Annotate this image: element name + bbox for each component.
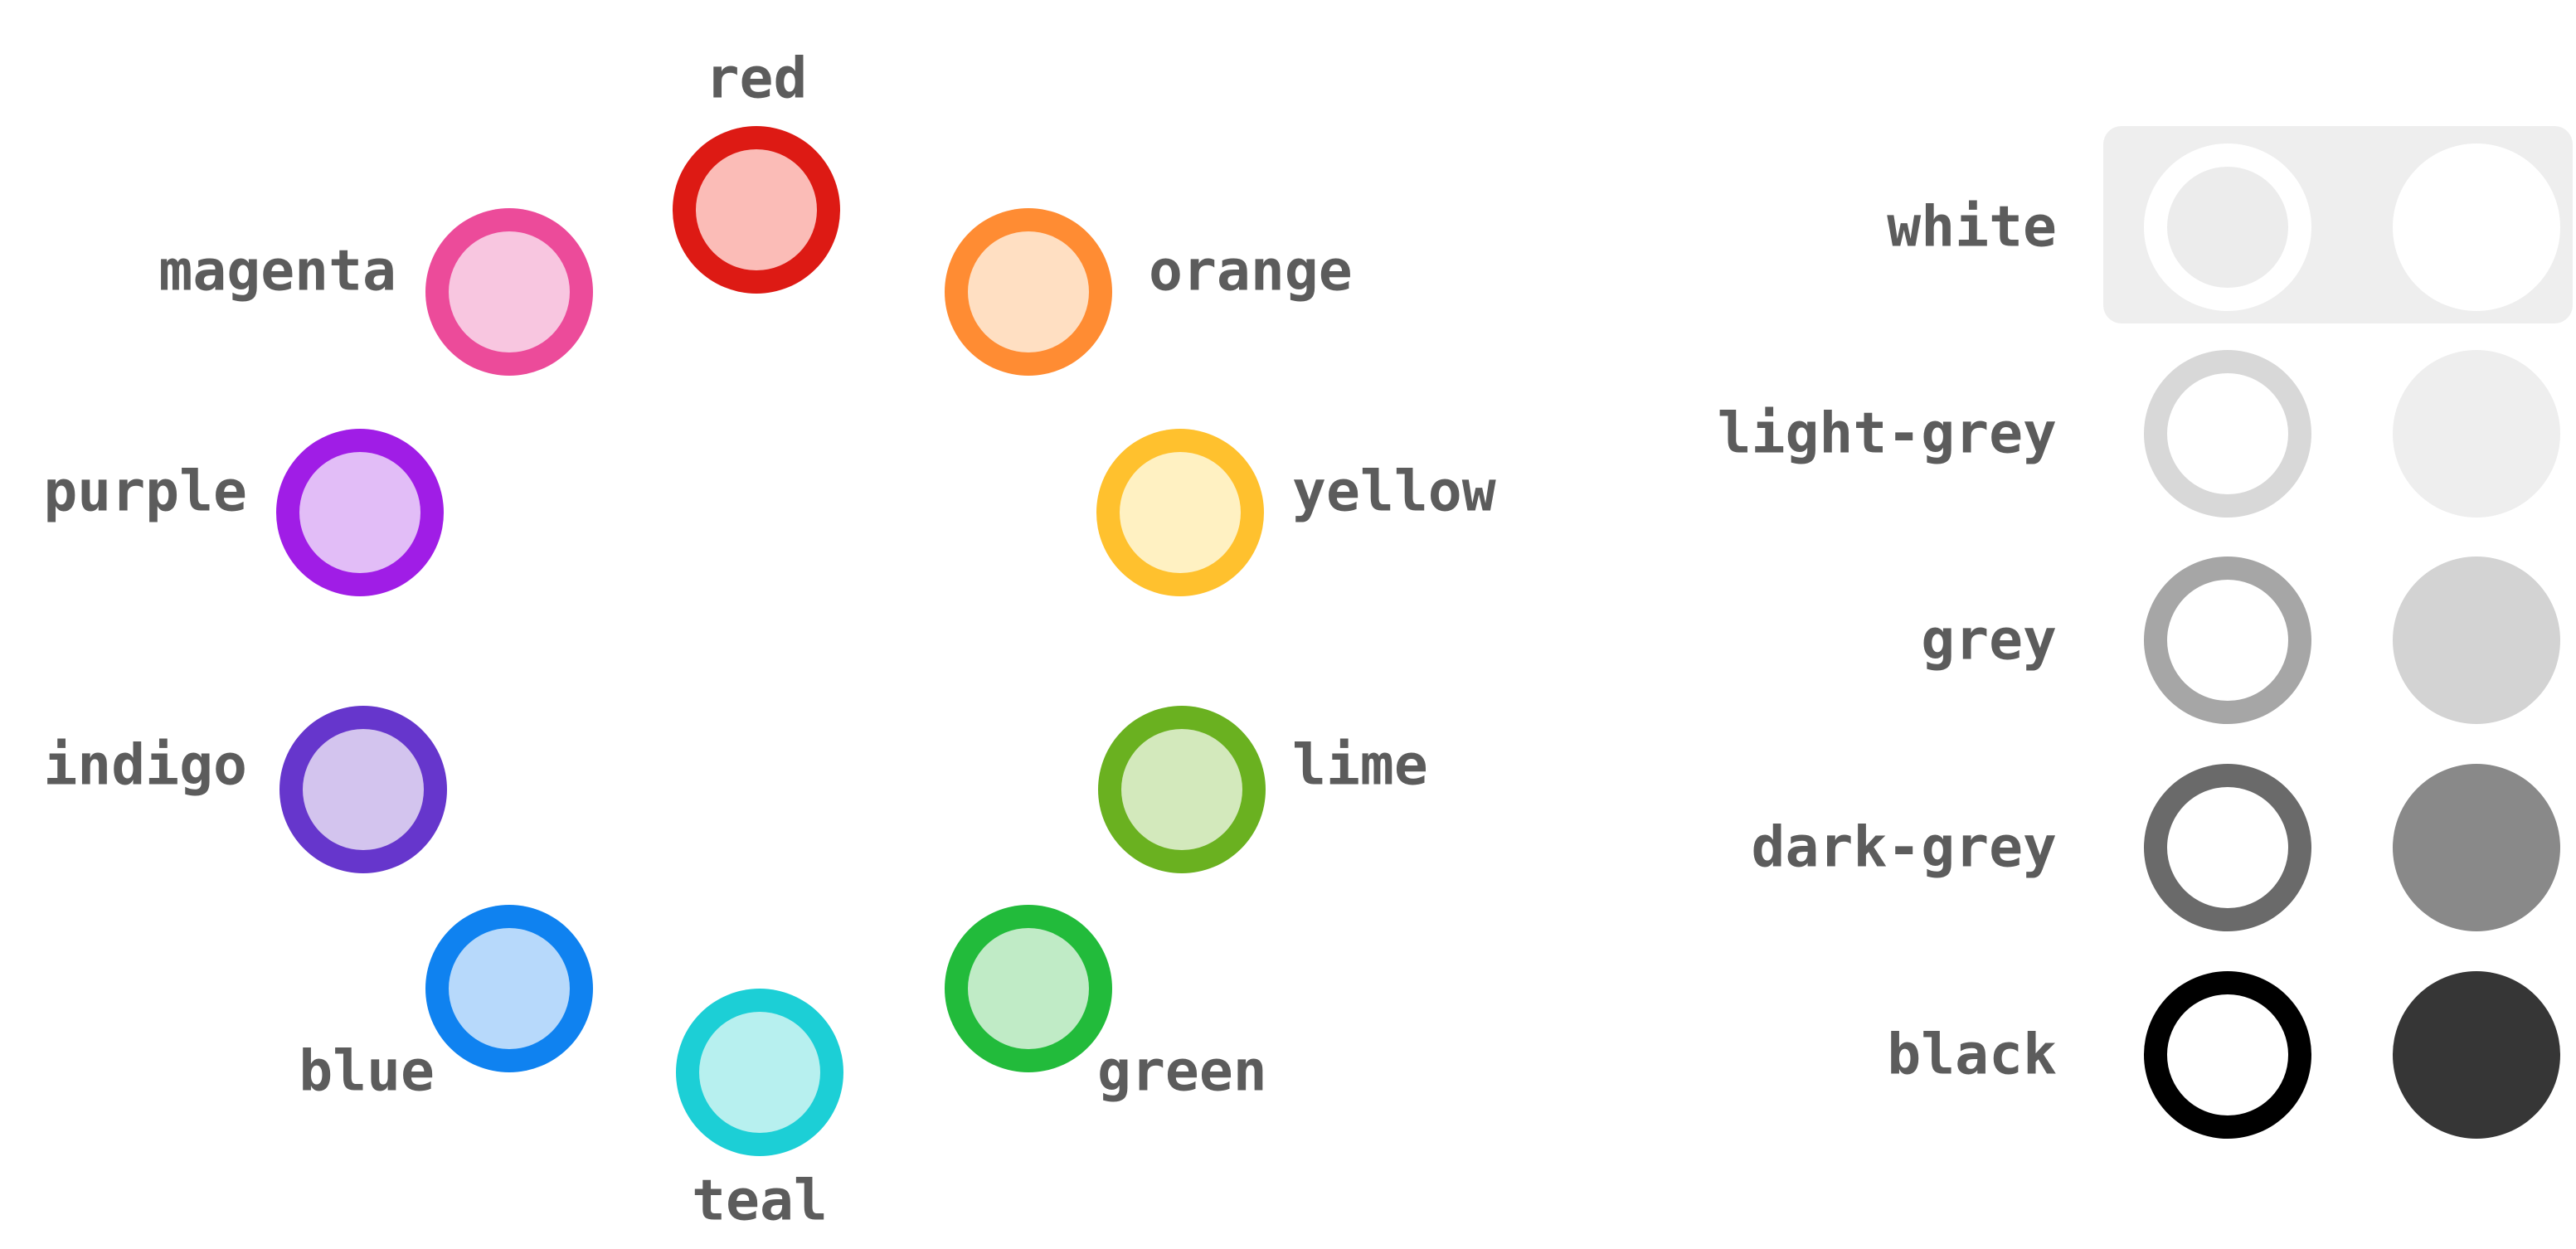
swatch-orange: orange bbox=[945, 208, 1353, 376]
light-grey-solid-swatch bbox=[2393, 350, 2560, 518]
orange-fill-circle bbox=[968, 231, 1089, 352]
black-label: black bbox=[1887, 1023, 2057, 1088]
black-solid-swatch bbox=[2393, 971, 2560, 1139]
dark-grey-solid-swatch bbox=[2393, 764, 2560, 931]
dark-grey-outline-inner bbox=[2167, 787, 2288, 908]
swatch-purple: purple bbox=[43, 429, 444, 596]
magenta-fill-circle bbox=[449, 231, 570, 352]
swatch-green: green bbox=[945, 905, 1267, 1105]
lime-label: lime bbox=[1292, 733, 1428, 799]
grey-label: grey bbox=[1921, 608, 2057, 673]
swatch-red: red bbox=[673, 46, 840, 294]
blue-label: blue bbox=[299, 1039, 435, 1105]
yellow-label: yellow bbox=[1292, 459, 1496, 525]
swatch-blue: blue bbox=[299, 905, 593, 1105]
swatch-magenta: magenta bbox=[158, 208, 593, 376]
color-wheel: red orange yellow lime green teal blue indigo pu… bbox=[43, 46, 1495, 1234]
green-fill-circle bbox=[968, 928, 1089, 1049]
light-grey-outline-inner bbox=[2167, 373, 2288, 494]
teal-fill-circle bbox=[699, 1012, 820, 1133]
red-label: red bbox=[706, 46, 808, 112]
grey-scale-swatches: white light-grey grey dark-grey black bbox=[1718, 126, 2573, 1139]
light-grey-label: light-grey bbox=[1718, 401, 2057, 467]
grey-row-light-grey: light-grey bbox=[1718, 350, 2560, 518]
grey-solid-swatch bbox=[2393, 556, 2560, 724]
grey-row-dark-grey: dark-grey bbox=[1752, 764, 2560, 931]
grey-row-black: black bbox=[1887, 971, 2560, 1139]
orange-label: orange bbox=[1149, 239, 1353, 304]
swatch-teal: teal bbox=[676, 989, 843, 1234]
grey-row-grey: grey bbox=[1921, 556, 2560, 724]
green-label: green bbox=[1097, 1039, 1267, 1105]
white-solid-swatch bbox=[2393, 143, 2560, 311]
purple-fill-circle bbox=[299, 452, 420, 573]
grey-row-white: white bbox=[1887, 126, 2573, 323]
purple-label: purple bbox=[43, 459, 247, 525]
swatch-indigo: indigo bbox=[43, 706, 447, 873]
yellow-fill-circle bbox=[1120, 452, 1241, 573]
white-label: white bbox=[1887, 195, 2057, 260]
swatch-lime: lime bbox=[1098, 706, 1428, 873]
teal-label: teal bbox=[692, 1169, 828, 1234]
blue-fill-circle bbox=[449, 928, 570, 1049]
magenta-label: magenta bbox=[158, 239, 396, 304]
red-fill-circle bbox=[696, 149, 817, 270]
dark-grey-label: dark-grey bbox=[1752, 815, 2057, 881]
lime-fill-circle bbox=[1121, 729, 1242, 850]
white-outline-inner bbox=[2167, 167, 2288, 288]
grey-outline-inner bbox=[2167, 580, 2288, 701]
indigo-fill-circle bbox=[303, 729, 424, 850]
swatch-yellow: yellow bbox=[1096, 429, 1496, 596]
indigo-label: indigo bbox=[43, 733, 247, 799]
black-outline-inner bbox=[2167, 994, 2288, 1115]
